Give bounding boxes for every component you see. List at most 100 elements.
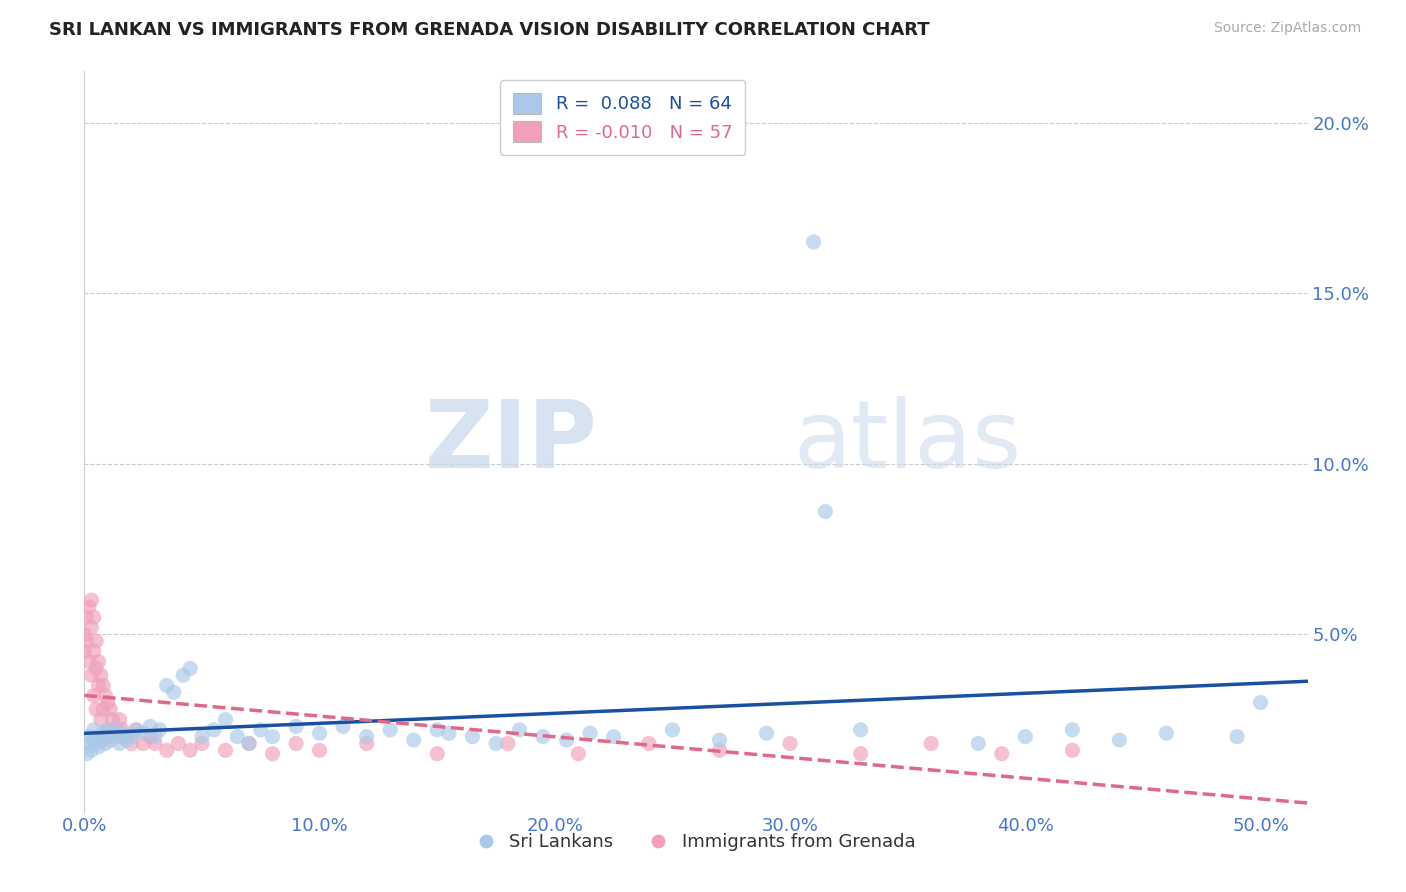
- Point: [84, 702, 107, 716]
- Point: [97, 723, 120, 737]
- Point: [73, 627, 96, 641]
- Point: [132, 726, 155, 740]
- Point: [191, 730, 214, 744]
- Point: [80, 593, 103, 607]
- Point: [108, 737, 131, 751]
- Point: [167, 737, 190, 751]
- Point: [101, 730, 124, 744]
- Point: [567, 747, 589, 761]
- Point: [602, 730, 624, 744]
- Point: [120, 730, 142, 744]
- Point: [356, 730, 378, 744]
- Point: [80, 620, 103, 634]
- Text: Source: ZipAtlas.com: Source: ZipAtlas.com: [1213, 21, 1361, 36]
- Point: [285, 719, 308, 733]
- Point: [80, 743, 103, 757]
- Point: [496, 737, 519, 751]
- Point: [149, 723, 172, 737]
- Point: [77, 730, 100, 744]
- Point: [104, 723, 127, 737]
- Point: [77, 737, 100, 751]
- Point: [332, 719, 354, 733]
- Point: [1062, 723, 1084, 737]
- Point: [83, 689, 105, 703]
- Point: [97, 723, 120, 737]
- Point: [214, 743, 236, 757]
- Point: [426, 747, 449, 761]
- Point: [191, 737, 214, 751]
- Point: [308, 743, 330, 757]
- Point: [104, 723, 127, 737]
- Point: [91, 726, 114, 740]
- Point: [143, 737, 166, 751]
- Point: [1062, 743, 1084, 757]
- Point: [98, 702, 121, 716]
- Point: [509, 723, 531, 737]
- Point: [426, 723, 449, 737]
- Point: [779, 737, 801, 751]
- Point: [803, 235, 825, 249]
- Point: [1014, 730, 1036, 744]
- Point: [90, 713, 112, 727]
- Point: [76, 747, 98, 761]
- Point: [172, 668, 194, 682]
- Point: [105, 730, 128, 744]
- Text: atlas: atlas: [794, 395, 1022, 488]
- Point: [76, 610, 98, 624]
- Point: [97, 696, 120, 710]
- Point: [91, 678, 114, 692]
- Point: [84, 737, 107, 751]
- Point: [77, 600, 100, 615]
- Point: [202, 723, 225, 737]
- Point: [531, 730, 554, 744]
- Point: [156, 743, 179, 757]
- Point: [285, 737, 308, 751]
- Text: ZIP: ZIP: [425, 395, 598, 488]
- Point: [555, 733, 578, 747]
- Point: [226, 730, 249, 744]
- Point: [83, 733, 105, 747]
- Point: [101, 713, 124, 727]
- Point: [356, 737, 378, 751]
- Point: [461, 730, 484, 744]
- Point: [849, 747, 872, 761]
- Point: [125, 723, 148, 737]
- Point: [179, 743, 201, 757]
- Point: [156, 678, 179, 692]
- Point: [143, 730, 166, 744]
- Point: [87, 678, 110, 692]
- Point: [77, 655, 100, 669]
- Point: [94, 737, 117, 751]
- Point: [84, 634, 107, 648]
- Point: [115, 733, 138, 747]
- Point: [849, 723, 872, 737]
- Point: [814, 504, 837, 518]
- Point: [87, 730, 110, 744]
- Point: [115, 730, 138, 744]
- Point: [163, 685, 186, 699]
- Point: [920, 737, 942, 751]
- Point: [94, 730, 117, 744]
- Point: [262, 747, 284, 761]
- Point: [76, 634, 98, 648]
- Point: [1250, 696, 1272, 710]
- Point: [83, 723, 105, 737]
- Point: [139, 719, 162, 733]
- Point: [485, 737, 508, 751]
- Point: [90, 668, 112, 682]
- Point: [638, 737, 661, 751]
- Point: [709, 743, 731, 757]
- Point: [94, 689, 117, 703]
- Point: [179, 661, 201, 675]
- Point: [98, 733, 121, 747]
- Point: [967, 737, 990, 751]
- Point: [90, 733, 112, 747]
- Point: [249, 723, 271, 737]
- Point: [661, 723, 683, 737]
- Point: [87, 655, 110, 669]
- Point: [308, 726, 330, 740]
- Legend: Sri Lankans, Immigrants from Grenada: Sri Lankans, Immigrants from Grenada: [470, 826, 922, 858]
- Point: [83, 610, 105, 624]
- Point: [87, 739, 110, 754]
- Point: [84, 661, 107, 675]
